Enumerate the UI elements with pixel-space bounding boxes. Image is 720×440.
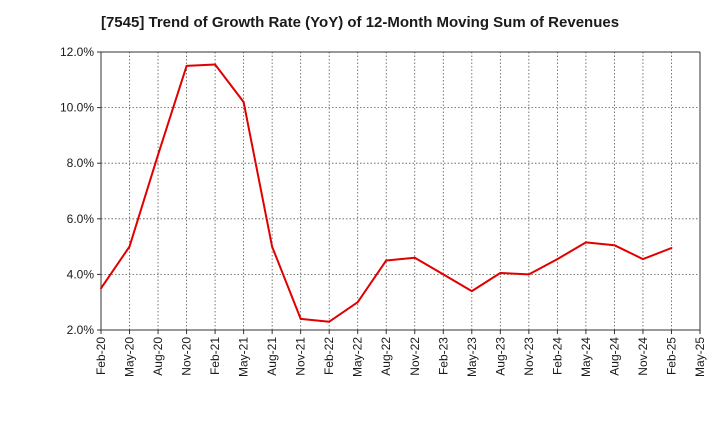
x-tick-label: Feb-24 <box>550 337 564 375</box>
data-point <box>670 246 673 249</box>
x-tick-label: May-20 <box>123 337 137 377</box>
x-tick-label: May-25 <box>693 337 707 377</box>
data-point <box>214 63 217 66</box>
plot-area <box>101 52 700 330</box>
x-tick-label: Nov-23 <box>522 337 536 376</box>
x-tick-label: Nov-24 <box>636 337 650 376</box>
data-point <box>242 101 245 104</box>
data-point <box>556 258 559 261</box>
data-point <box>641 258 644 261</box>
data-point <box>185 64 188 67</box>
y-tick-label: 12.0% <box>60 45 94 59</box>
y-tick-label: 8.0% <box>67 156 95 170</box>
data-point <box>271 245 274 248</box>
x-tick-label: Feb-23 <box>436 337 450 375</box>
x-tick-label: Aug-22 <box>379 337 393 376</box>
data-point <box>328 320 331 323</box>
x-tick-label: Nov-20 <box>180 337 194 376</box>
data-point <box>613 244 616 247</box>
y-tick-label: 2.0% <box>67 323 95 337</box>
x-tick-label: Nov-21 <box>294 337 308 376</box>
data-point <box>100 287 102 290</box>
y-tick-label: 4.0% <box>67 267 95 281</box>
x-tick-label: Aug-23 <box>493 337 507 376</box>
data-point <box>527 273 530 276</box>
data-point <box>470 290 473 293</box>
y-tick-label: 6.0% <box>67 212 95 226</box>
x-tick-label: May-21 <box>237 337 251 377</box>
x-tick-label: Aug-24 <box>607 337 621 376</box>
data-point <box>442 273 445 276</box>
data-point <box>413 256 416 259</box>
x-tick-label: Feb-25 <box>664 337 678 375</box>
x-tick-label: May-24 <box>579 337 593 377</box>
x-tick-label: Feb-22 <box>322 337 336 375</box>
y-tick-label: 10.0% <box>60 101 94 115</box>
data-point <box>299 317 302 320</box>
x-tick-label: Aug-21 <box>265 337 279 376</box>
x-tick-label: Feb-20 <box>94 337 108 375</box>
data-point <box>584 241 587 244</box>
x-tick-label: Feb-21 <box>208 337 222 375</box>
chart-title: [7545] Trend of Growth Rate (YoY) of 12-… <box>100 14 620 31</box>
x-tick-label: May-22 <box>351 337 365 377</box>
data-point <box>385 259 388 262</box>
x-tick-label: May-23 <box>465 337 479 377</box>
x-tick-label: Nov-22 <box>408 337 422 376</box>
data-point <box>499 272 502 275</box>
data-point <box>157 153 160 156</box>
x-tick-label: Aug-20 <box>151 337 165 376</box>
data-point <box>128 245 131 248</box>
data-point <box>356 301 359 304</box>
